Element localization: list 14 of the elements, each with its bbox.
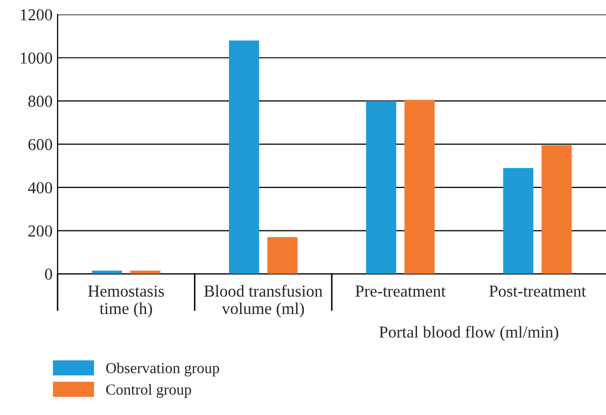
y-tick-label: 200 — [28, 225, 52, 237]
y-tick-label: 400 — [28, 182, 52, 194]
x-tick-label: Hemostasis time (h) — [88, 286, 164, 318]
legend-label: Control group — [106, 384, 192, 398]
y-tick-label: 0 — [45, 268, 52, 280]
text: Portal blood flow (ml/min) — [379, 326, 558, 342]
x-tick-label: Post-treatment — [489, 286, 586, 297]
x-tick-label: Blood transfusion volume (ml) — [204, 284, 322, 318]
y-tick-label: 1200 — [20, 9, 52, 20]
legend-label: Observation group — [106, 362, 220, 376]
y-tick-label: 800 — [28, 96, 52, 107]
y-tick-label: 600 — [28, 138, 52, 150]
x-tick-label: Pre-treatment — [355, 286, 446, 297]
y-tick-label: 1000 — [20, 52, 52, 64]
